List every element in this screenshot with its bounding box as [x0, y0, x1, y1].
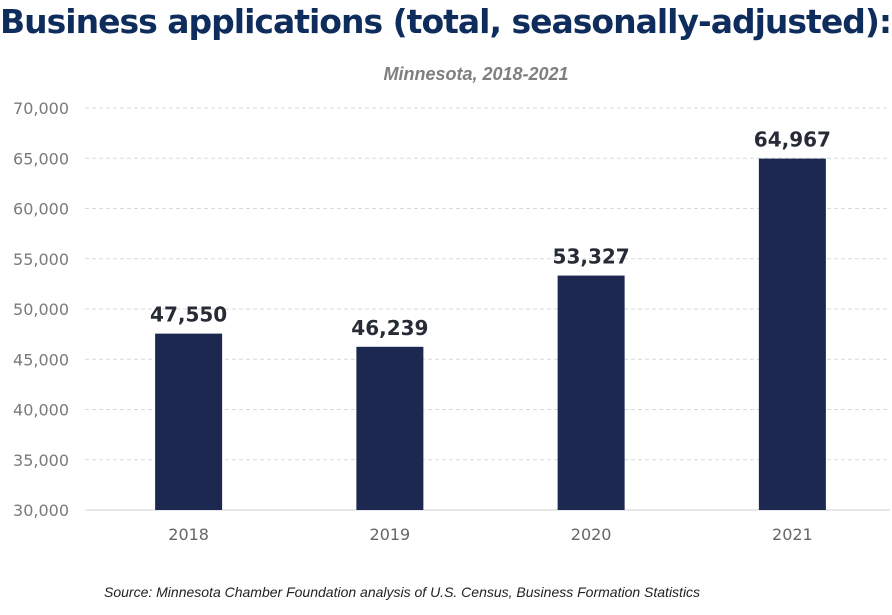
y-tick-label: 65,000: [13, 149, 69, 168]
x-tick-label: 2018: [168, 525, 209, 544]
y-tick-label: 35,000: [13, 451, 69, 470]
source-note: Source: Minnesota Chamber Foundation ana…: [104, 584, 701, 600]
bar-2018: [155, 333, 223, 510]
y-tick-label: 60,000: [13, 200, 69, 219]
bar-2021: [758, 158, 826, 510]
y-tick-label: 50,000: [13, 300, 69, 319]
y-tick-label: 45,000: [13, 350, 69, 369]
y-axis-ticks: 30,000 35,000 40,000 45,000 50,000 55,000 60,0…: [13, 99, 69, 520]
x-tick-label: 2020: [571, 525, 612, 544]
x-tick-label: 2021: [772, 525, 813, 544]
x-axis-ticks: 2018 2019 2020 2021: [168, 525, 812, 544]
bar-2019: [356, 346, 424, 510]
bar-2020: [557, 275, 625, 510]
y-tick-label: 55,000: [13, 250, 69, 269]
data-labels: 47,550 46,239 53,327 64,967: [150, 128, 831, 340]
chart-subtitle: Minnesota, 2018-2021: [383, 64, 569, 84]
data-label: 53,327: [553, 245, 630, 269]
data-label: 47,550: [150, 303, 227, 327]
x-tick-label: 2019: [370, 525, 411, 544]
bar-chart: 30,000 35,000 40,000 45,000 50,000 55,000 60,0…: [13, 99, 890, 544]
bars: [155, 158, 826, 510]
y-tick-label: 30,000: [13, 501, 69, 520]
chart-title: Business applications (total, seasonally…: [0, 2, 892, 41]
data-label: 46,239: [351, 316, 428, 340]
y-tick-label: 40,000: [13, 401, 69, 420]
y-tick-label: 70,000: [13, 99, 69, 118]
data-label: 64,967: [754, 128, 831, 152]
